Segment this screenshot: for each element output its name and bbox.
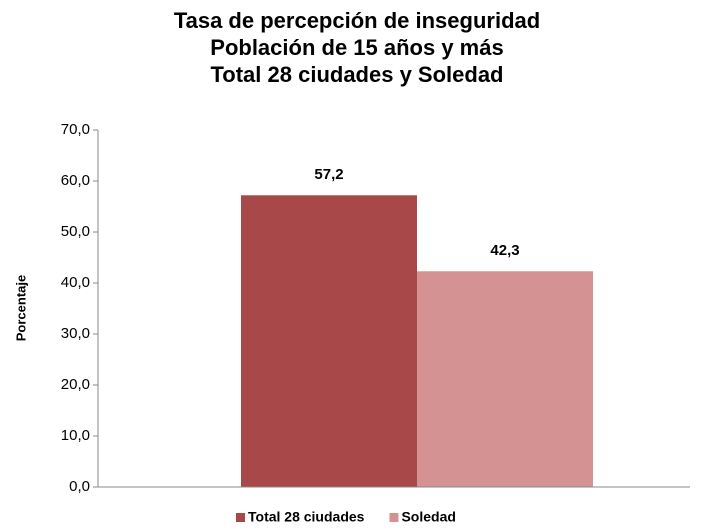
y-axis-label: Porcentaje bbox=[13, 275, 28, 341]
chart-title: Población de 15 años y más bbox=[210, 35, 503, 60]
legend-swatch bbox=[236, 513, 245, 522]
y-tick-label: 60,0 bbox=[61, 172, 90, 189]
chart-title: Tasa de percepción de inseguridad bbox=[174, 8, 540, 33]
legend-label: Soledad bbox=[401, 509, 455, 525]
y-tick-label: 70,0 bbox=[61, 121, 90, 138]
y-tick-label: 40,0 bbox=[61, 274, 90, 291]
y-tick-label: 50,0 bbox=[61, 223, 90, 240]
legend-swatch bbox=[389, 513, 399, 522]
chart-title: Total 28 ciudades y Soledad bbox=[210, 62, 503, 87]
bar bbox=[417, 271, 593, 487]
y-tick-label: 20,0 bbox=[61, 376, 90, 393]
legend-label: Total 28 ciudades bbox=[248, 509, 365, 525]
y-tick-label: 10,0 bbox=[61, 427, 90, 444]
data-label: 42,3 bbox=[490, 242, 519, 259]
y-tick-label: 30,0 bbox=[61, 325, 90, 342]
data-label: 57,2 bbox=[314, 166, 343, 183]
y-tick-label: 0,0 bbox=[69, 478, 90, 495]
bar bbox=[241, 195, 417, 487]
